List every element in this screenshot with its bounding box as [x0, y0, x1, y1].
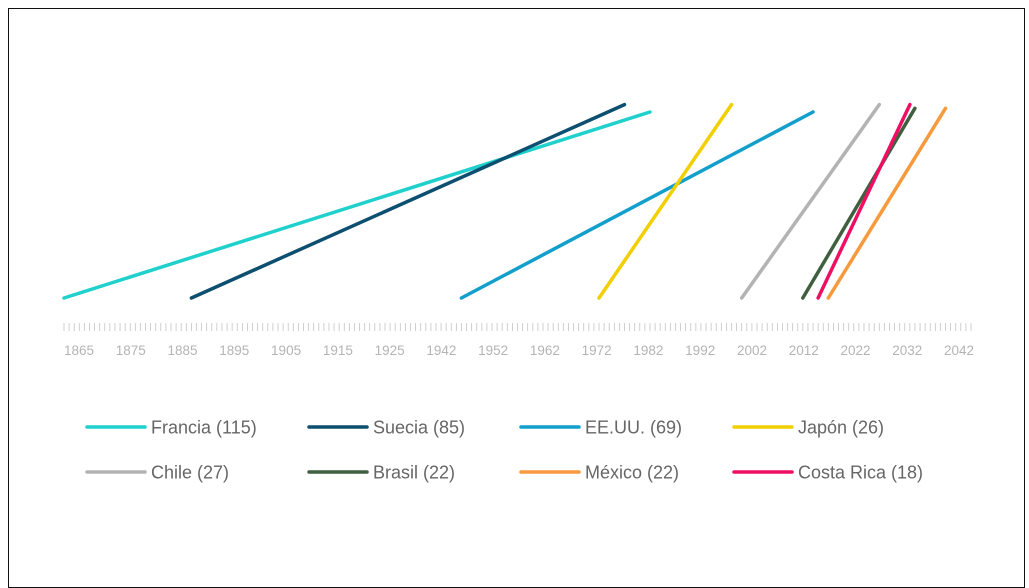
x-tick-label: 1875	[116, 343, 146, 358]
series-line-4	[739, 102, 882, 300]
x-tick-label: 2002	[737, 343, 767, 358]
x-tick-label: 1962	[530, 343, 560, 358]
legend-item: Brasil (22)	[307, 463, 455, 483]
legend-item: Costa Rica (18)	[732, 463, 923, 483]
legend-label: EE.UU. (69)	[585, 418, 682, 438]
x-tick-label: 1865	[64, 343, 94, 358]
legend-item: Japón (26)	[732, 418, 884, 438]
x-axis-minor-ticks	[63, 323, 972, 331]
x-tick-label: 2022	[840, 343, 870, 358]
series-line-6	[826, 106, 948, 300]
series-line-5	[801, 106, 917, 300]
series-line-0	[62, 110, 652, 300]
x-tick-label: 2032	[892, 343, 922, 358]
chart-frame: 1865 1875 1885 1895 1905 1915 1925 1942 1952 1962…	[8, 8, 1025, 588]
x-tick-label: 1942	[426, 343, 456, 358]
x-tick-label: 1992	[685, 343, 715, 358]
x-tick-label: 1885	[168, 343, 198, 358]
legend-item: Suecia (85)	[307, 418, 465, 438]
legend-item: Francia (115)	[85, 418, 257, 438]
x-tick-label: 2042	[944, 343, 974, 358]
legend-label: Costa Rica (18)	[798, 463, 923, 483]
x-tick-label: 2012	[789, 343, 819, 358]
legend-label: Brasil (22)	[373, 463, 455, 483]
legend-item: México (22)	[519, 463, 679, 483]
x-axis: 1865 1875 1885 1895 1905 1915 1925 1942 1952 1962…	[63, 323, 974, 358]
legend-label: México (22)	[585, 463, 679, 483]
x-tick-label: 1952	[478, 343, 508, 358]
legend: Francia (115) Suecia (85) EE.UU. (69) Japón…	[85, 418, 923, 483]
x-axis-tick-labels: 1865 1875 1885 1895 1905 1915 1925 1942 1952 1962…	[64, 343, 974, 358]
legend-label: Suecia (85)	[373, 418, 465, 438]
series-line-3	[597, 102, 734, 300]
x-tick-label: 1925	[375, 343, 405, 358]
x-tick-label: 1972	[582, 343, 612, 358]
series-line-7	[816, 102, 912, 300]
series-line-2	[459, 110, 815, 300]
series-lines	[62, 102, 948, 300]
x-tick-label: 1895	[219, 343, 249, 358]
legend-item: Chile (27)	[85, 463, 229, 483]
x-tick-label: 1915	[323, 343, 353, 358]
legend-label: Japón (26)	[798, 418, 884, 438]
x-tick-label: 1905	[271, 343, 301, 358]
legend-item: EE.UU. (69)	[519, 418, 682, 438]
legend-label: Francia (115)	[151, 418, 257, 438]
x-tick-label: 1982	[633, 343, 663, 358]
line-chart: 1865 1875 1885 1895 1905 1915 1925 1942 1952 1962…	[62, 102, 974, 483]
series-line-1	[189, 102, 627, 300]
legend-label: Chile (27)	[151, 463, 229, 483]
